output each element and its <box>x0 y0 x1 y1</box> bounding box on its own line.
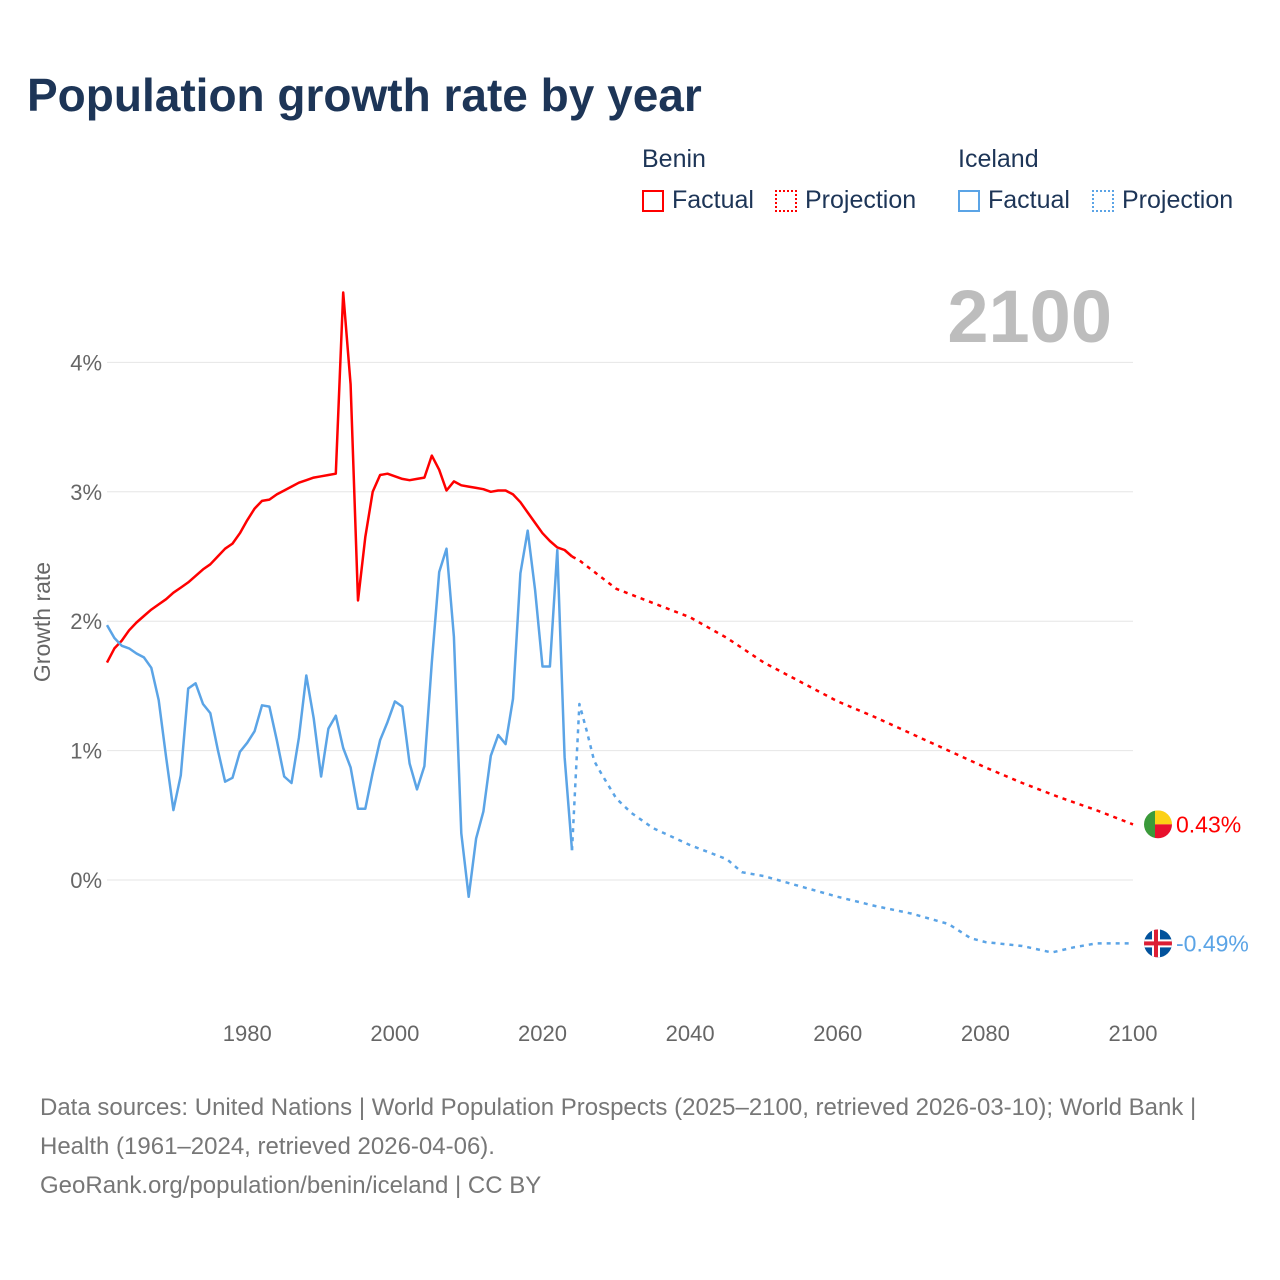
x-tick-label: 1980 <box>223 1021 272 1046</box>
y-tick-label: 4% <box>70 350 102 375</box>
series-line-iceland-projection <box>570 702 1133 954</box>
series-line-iceland-factual <box>105 529 574 899</box>
legend-benin-factual[interactable]: Factual <box>642 186 754 215</box>
y-tick-label: 0% <box>70 868 102 893</box>
x-tick-label: 2000 <box>370 1021 419 1046</box>
legend-swatch-dotted <box>1092 189 1114 212</box>
credit-link[interactable]: GeoRank.org/population/benin/iceland | C… <box>40 1172 542 1199</box>
legend-label: Factual <box>672 186 754 214</box>
legend-iceland-factual[interactable]: Factual <box>958 186 1070 215</box>
y-tick-label: 3% <box>70 480 102 505</box>
legend-group-iceland: Iceland <box>958 145 1039 173</box>
x-tick-label: 2080 <box>961 1021 1010 1046</box>
legend-swatch-solid <box>958 189 980 212</box>
series-line-benin-projection <box>571 555 1134 826</box>
footer: Data sources: United Nations | World Pop… <box>40 1088 1240 1205</box>
year-overlay: 2100 <box>947 275 1112 358</box>
legend-swatch-solid <box>642 189 664 212</box>
x-tick-label: 2100 <box>1109 1021 1158 1046</box>
x-tick-label: 2040 <box>666 1021 715 1046</box>
legend-group-benin: Benin <box>642 145 706 173</box>
end-value-label-iceland: -0.49% <box>1176 930 1249 956</box>
series-line-benin-factual <box>105 291 573 664</box>
flag-iceland-icon <box>1144 929 1172 958</box>
end-value-label-benin: 0.43% <box>1176 811 1241 837</box>
y-axis-label: Growth rate <box>29 562 55 682</box>
legend-label: Factual <box>988 186 1070 214</box>
flag-benin-icon <box>1144 810 1172 839</box>
legend-benin-projection[interactable]: Projection <box>775 186 916 215</box>
y-tick-label: 1% <box>70 739 102 764</box>
line-chart: 0% 1% 2% 3% 4% 1980 2000 2020 2040 2060 2080 2100 2… <box>29 275 1249 1046</box>
x-tick-label: 2020 <box>518 1021 567 1046</box>
legend-iceland-projection[interactable]: Projection <box>1092 186 1233 215</box>
chart-title: Population growth rate by year <box>27 69 702 121</box>
y-tick-label: 2% <box>70 609 102 634</box>
data-sources: Data sources: United Nations | World Pop… <box>40 1094 1197 1160</box>
legend-label: Projection <box>1122 186 1234 214</box>
x-tick-label: 2060 <box>813 1021 862 1046</box>
legend-swatch-dotted <box>775 189 797 212</box>
legend-label: Projection <box>805 186 917 214</box>
